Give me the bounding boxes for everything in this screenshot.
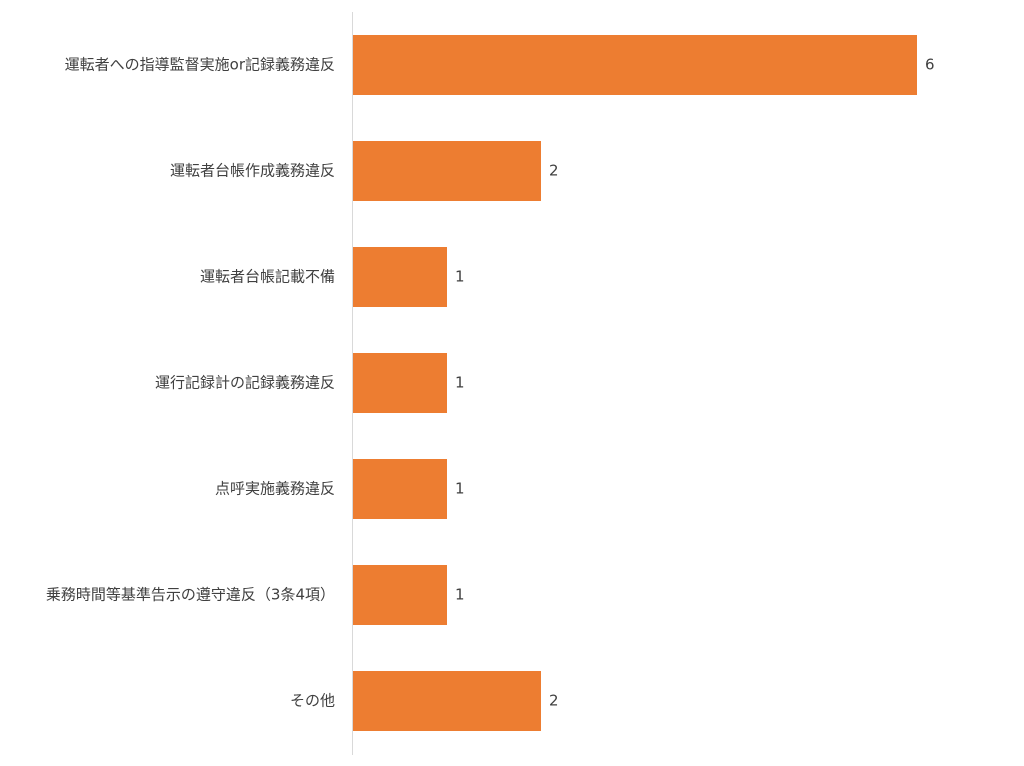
category-label: 運転者への指導監督実施or記録義務違反 xyxy=(65,56,335,74)
bar xyxy=(353,35,917,95)
value-label: 1 xyxy=(455,586,465,604)
category-label: 運転者台帳作成義務違反 xyxy=(170,162,335,180)
value-label: 2 xyxy=(549,162,559,180)
category-label: 乗務時間等基準告示の遵守違反（3条4項） xyxy=(46,586,335,604)
value-label: 1 xyxy=(455,480,465,498)
category-label: 運行記録計の記録義務違反 xyxy=(155,374,335,392)
category-label: 運転者台帳記載不備 xyxy=(200,268,335,286)
category-label: 点呼実施義務違反 xyxy=(215,480,335,498)
value-label: 2 xyxy=(549,692,559,710)
bar xyxy=(353,353,447,413)
bar xyxy=(353,247,447,307)
value-label: 6 xyxy=(925,56,935,74)
value-label: 1 xyxy=(455,374,465,392)
bar xyxy=(353,141,541,201)
category-label: その他 xyxy=(290,692,335,710)
bar xyxy=(353,671,541,731)
value-label: 1 xyxy=(455,268,465,286)
bar xyxy=(353,565,447,625)
bar xyxy=(353,459,447,519)
